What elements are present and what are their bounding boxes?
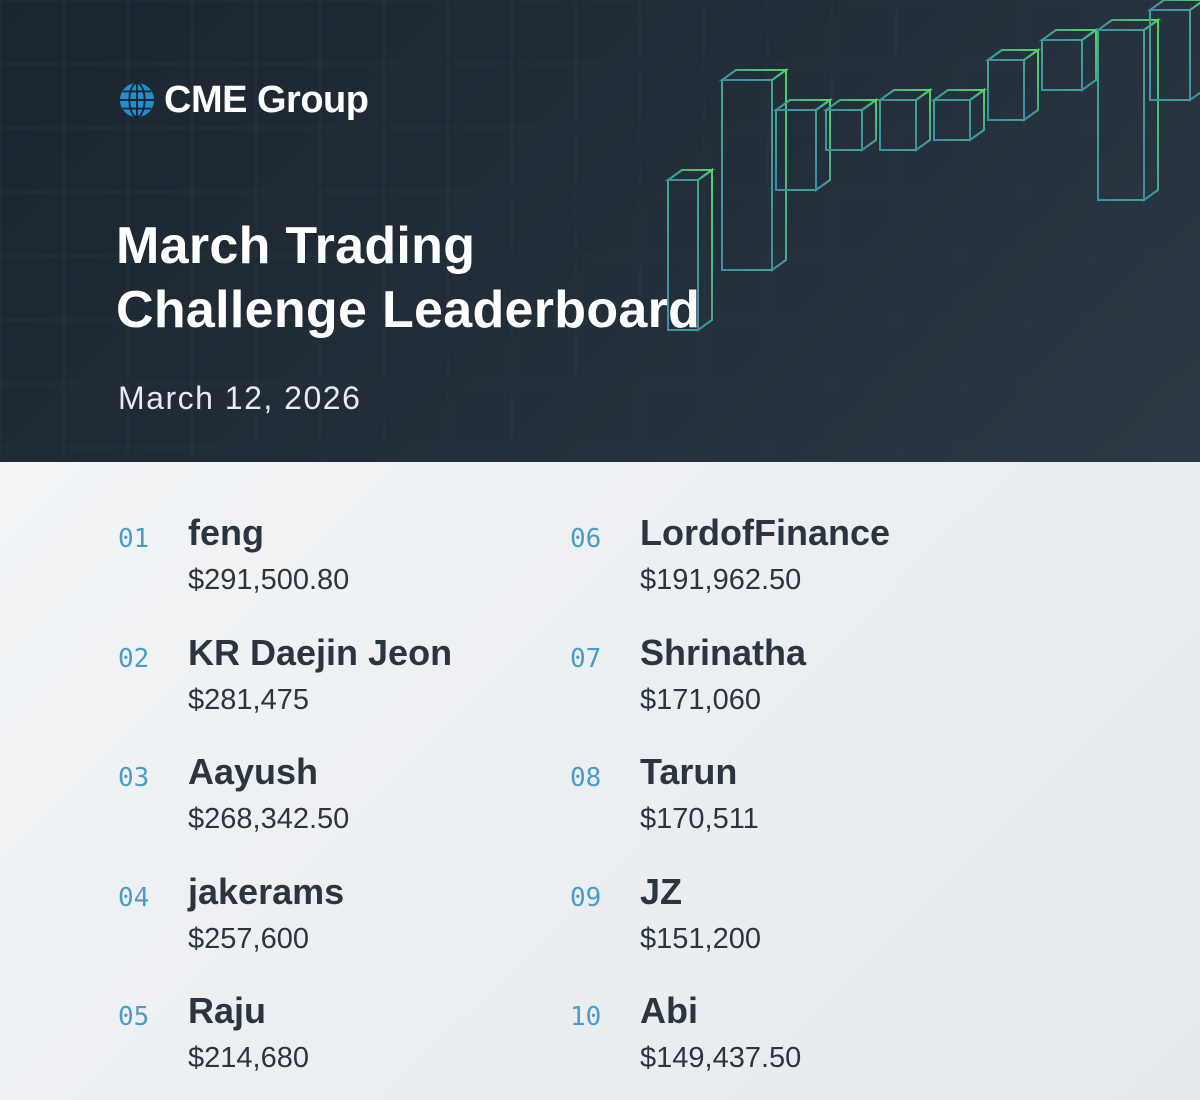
leaderboard-entry: 02 KR Daejin Jeon $281,475 <box>118 632 538 752</box>
trader-name: LordofFinance <box>640 512 890 553</box>
rank-number: 10 <box>570 1002 602 1032</box>
trader-name: jakerams <box>188 870 345 912</box>
rank-number: 03 <box>118 763 150 793</box>
trader-amount: $151,200 <box>640 922 761 955</box>
trader-name: Aayush <box>188 751 319 792</box>
trader-name: Tarun <box>640 751 738 792</box>
trader-amount: $191,962.50 <box>640 564 802 596</box>
trader-amount: $281,475 <box>188 683 309 716</box>
trader-name: JZ <box>640 870 683 912</box>
trader-amount: $170,511 <box>640 803 759 835</box>
trader-amount: $171,060 <box>640 683 761 716</box>
leaderboard-entry: 06 LordofFinance $191,962.50 <box>570 512 990 632</box>
page-title: March Trading Challenge Leaderboard <box>116 214 700 342</box>
leaderboard-entry: 05 Raju $214,680 <box>118 990 538 1100</box>
trader-amount: $149,437.50 <box>640 1042 802 1074</box>
trader-name: Raju <box>188 990 267 1031</box>
trader-amount: $291,500.80 <box>188 564 350 596</box>
header-banner: CME Group March Trading Challenge Leader… <box>0 0 1200 462</box>
trader-name: feng <box>188 512 264 553</box>
title-line-2: Challenge Leaderboard <box>116 281 701 339</box>
title-line-1: March Trading <box>116 217 476 275</box>
rank-number: 06 <box>570 524 602 554</box>
leaderboard-entry: 04 jakerams $257,600 <box>118 871 538 991</box>
trader-name: KR Daejin Jeon <box>188 631 453 673</box>
rank-number: 07 <box>570 643 602 674</box>
trader-name: Abi <box>640 990 698 1031</box>
trader-amount: $214,680 <box>188 1042 309 1074</box>
leaderboard-column-left: 01 feng $291,500.80 02 KR Daejin Jeon $2… <box>118 512 538 1100</box>
candlestick-chart-decoration <box>664 0 1200 400</box>
trader-amount: $268,342.50 <box>188 803 350 835</box>
grid-background <box>0 0 1200 462</box>
rank-number: 08 <box>570 763 602 793</box>
leaderboard-entry: 10 Abi $149,437.50 <box>570 990 990 1100</box>
rank-number: 02 <box>118 643 150 674</box>
trader-name: Shrinatha <box>640 631 807 673</box>
leaderboard-entry: 07 Shrinatha $171,060 <box>570 632 990 752</box>
date-label: March 12, 2026 <box>118 380 362 416</box>
brand-logo: CME Group <box>118 78 369 122</box>
leaderboard-entry: 01 feng $291,500.80 <box>118 512 538 632</box>
leaderboard-entry: 03 Aayush $268,342.50 <box>118 751 538 871</box>
rank-number: 05 <box>118 1002 150 1032</box>
globe-icon <box>119 81 155 119</box>
leaderboard-entry: 09 JZ $151,200 <box>570 871 990 991</box>
trader-amount: $257,600 <box>188 922 309 955</box>
leaderboard-column-right: 06 LordofFinance $191,962.50 07 Shrinath… <box>570 512 990 1100</box>
rank-number: 04 <box>118 882 150 913</box>
rank-number: 09 <box>570 882 602 913</box>
leaderboard-list: 01 feng $291,500.80 02 KR Daejin Jeon $2… <box>0 462 1200 1100</box>
leaderboard-entry: 08 Tarun $170,511 <box>570 751 990 871</box>
rank-number: 01 <box>118 524 150 554</box>
brand-name: CME Group <box>164 78 369 121</box>
